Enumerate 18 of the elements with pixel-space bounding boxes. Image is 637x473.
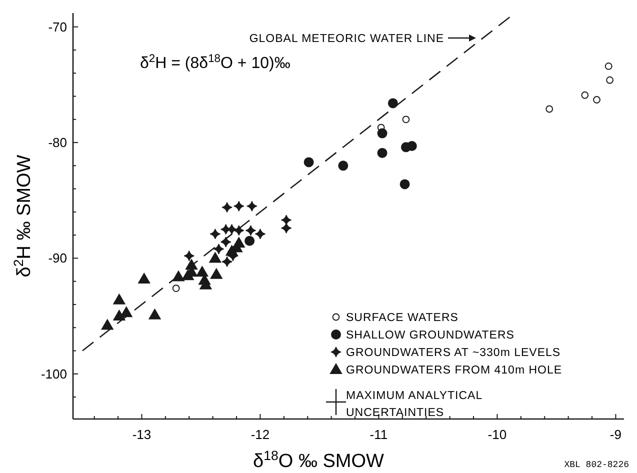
x-tick-label: -13: [132, 427, 152, 442]
legend-label: GROUNDWATERS FROM 410m HOLE: [346, 364, 562, 376]
annotation: GLOBAL METEORIC WATER LINE: [249, 33, 444, 45]
x-tick-label: -11: [370, 427, 388, 442]
y-tick-label: -100: [40, 366, 67, 382]
x-tick-label: -10: [488, 427, 507, 442]
y-tick-label: -90: [48, 250, 67, 266]
annotation: δ$^{2}$H = (8δ$^{18}$O + 10)‰: [140, 53, 290, 72]
legend-label: SHALLOW GROUNDWATERS: [346, 330, 514, 342]
y-tick-label: -70: [48, 19, 67, 34]
x-tick-label: -9: [610, 427, 622, 442]
x-tick-label: -12: [250, 427, 270, 442]
y-tick-label: -80: [48, 135, 67, 150]
legend-label: GROUNDWATERS AT ~330m LEVELS: [346, 347, 561, 359]
annotation: MAXIMUM ANALYTICAL UNCERTAINTIES: [346, 390, 483, 419]
x-axis-title: δ$^{18}$O ‰ SMOW: [253, 448, 384, 472]
legend-label: SURFACE WATERS: [346, 312, 458, 324]
text: XBL 802-8226: [564, 460, 629, 470]
